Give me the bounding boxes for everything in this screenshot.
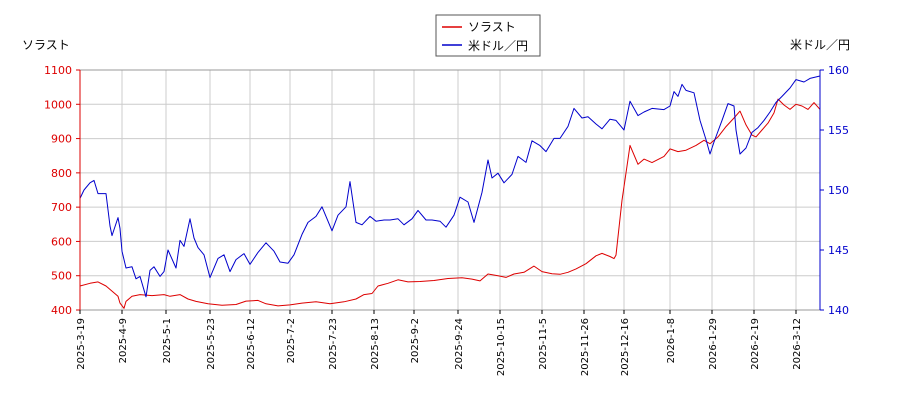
x-tick-label: 2025-3-19 xyxy=(76,318,87,370)
right-tick-label: 160 xyxy=(828,64,849,77)
x-tick-label: 2025-7-23 xyxy=(328,318,339,370)
x-tick-label: 2025-9-2 xyxy=(410,318,421,363)
left-tick-label: 700 xyxy=(51,201,72,214)
x-tick-label: 2025-7-2 xyxy=(286,318,297,363)
x-tick-label: 2025-12-16 xyxy=(620,318,631,376)
x-axis: 2025-3-19 2025-4-9 2025-5-1 2025-5-23 2025-6… xyxy=(76,310,803,376)
left-tick-label: 400 xyxy=(51,304,72,317)
right-tick-label: 140 xyxy=(828,304,849,317)
right-tick-label: 150 xyxy=(828,184,849,197)
x-tick-label: 2025-4-9 xyxy=(118,318,129,363)
grid xyxy=(79,69,820,311)
legend: ソラスト 米ドル／円 xyxy=(435,14,541,57)
legend-label-usdjpy: 米ドル／円 xyxy=(468,39,528,53)
left-tick-label: 1000 xyxy=(44,98,72,111)
left-tick-label: 600 xyxy=(51,235,72,248)
legend-label-solast: ソラスト xyxy=(468,20,516,34)
right-tick-label: 155 xyxy=(828,124,849,137)
right-tick-label: 145 xyxy=(828,244,849,257)
right-axis: 米ドル／円 140 145 150 155 160 xyxy=(790,38,850,317)
plot-area xyxy=(79,69,821,311)
series-lines xyxy=(79,75,821,309)
x-tick-label: 2025-5-1 xyxy=(162,318,173,363)
left-axis-label: ソラスト xyxy=(22,38,70,52)
right-axis-label: 米ドル／円 xyxy=(790,38,850,52)
x-tick-label: 2025-9-24 xyxy=(454,318,465,370)
x-tick-label: 2026-2-19 xyxy=(750,318,761,370)
legend-box xyxy=(435,14,541,57)
x-tick-label: 2025-11-5 xyxy=(538,318,549,370)
series-line-usdjpy xyxy=(79,75,821,298)
x-tick-label: 2025-11-26 xyxy=(580,318,591,376)
x-tick-label: 2026-1-8 xyxy=(666,318,677,363)
x-tick-label: 2025-8-13 xyxy=(370,318,381,370)
left-tick-label: 800 xyxy=(51,167,72,180)
left-tick-label: 1100 xyxy=(44,64,72,77)
x-tick-label: 2025-5-23 xyxy=(206,318,217,370)
left-axis: ソラスト 400 500 600 700 800 900 1000 1100 xyxy=(22,38,81,317)
series-line-solast xyxy=(79,98,821,309)
x-tick-label: 2026-1-29 xyxy=(708,318,719,370)
left-tick-label: 900 xyxy=(51,133,72,146)
x-tick-label: 2025-6-12 xyxy=(246,318,257,370)
x-tick-label: 2026-3-12 xyxy=(792,318,803,370)
x-tick-label: 2025-10-15 xyxy=(496,318,507,376)
left-tick-label: 500 xyxy=(51,270,72,283)
